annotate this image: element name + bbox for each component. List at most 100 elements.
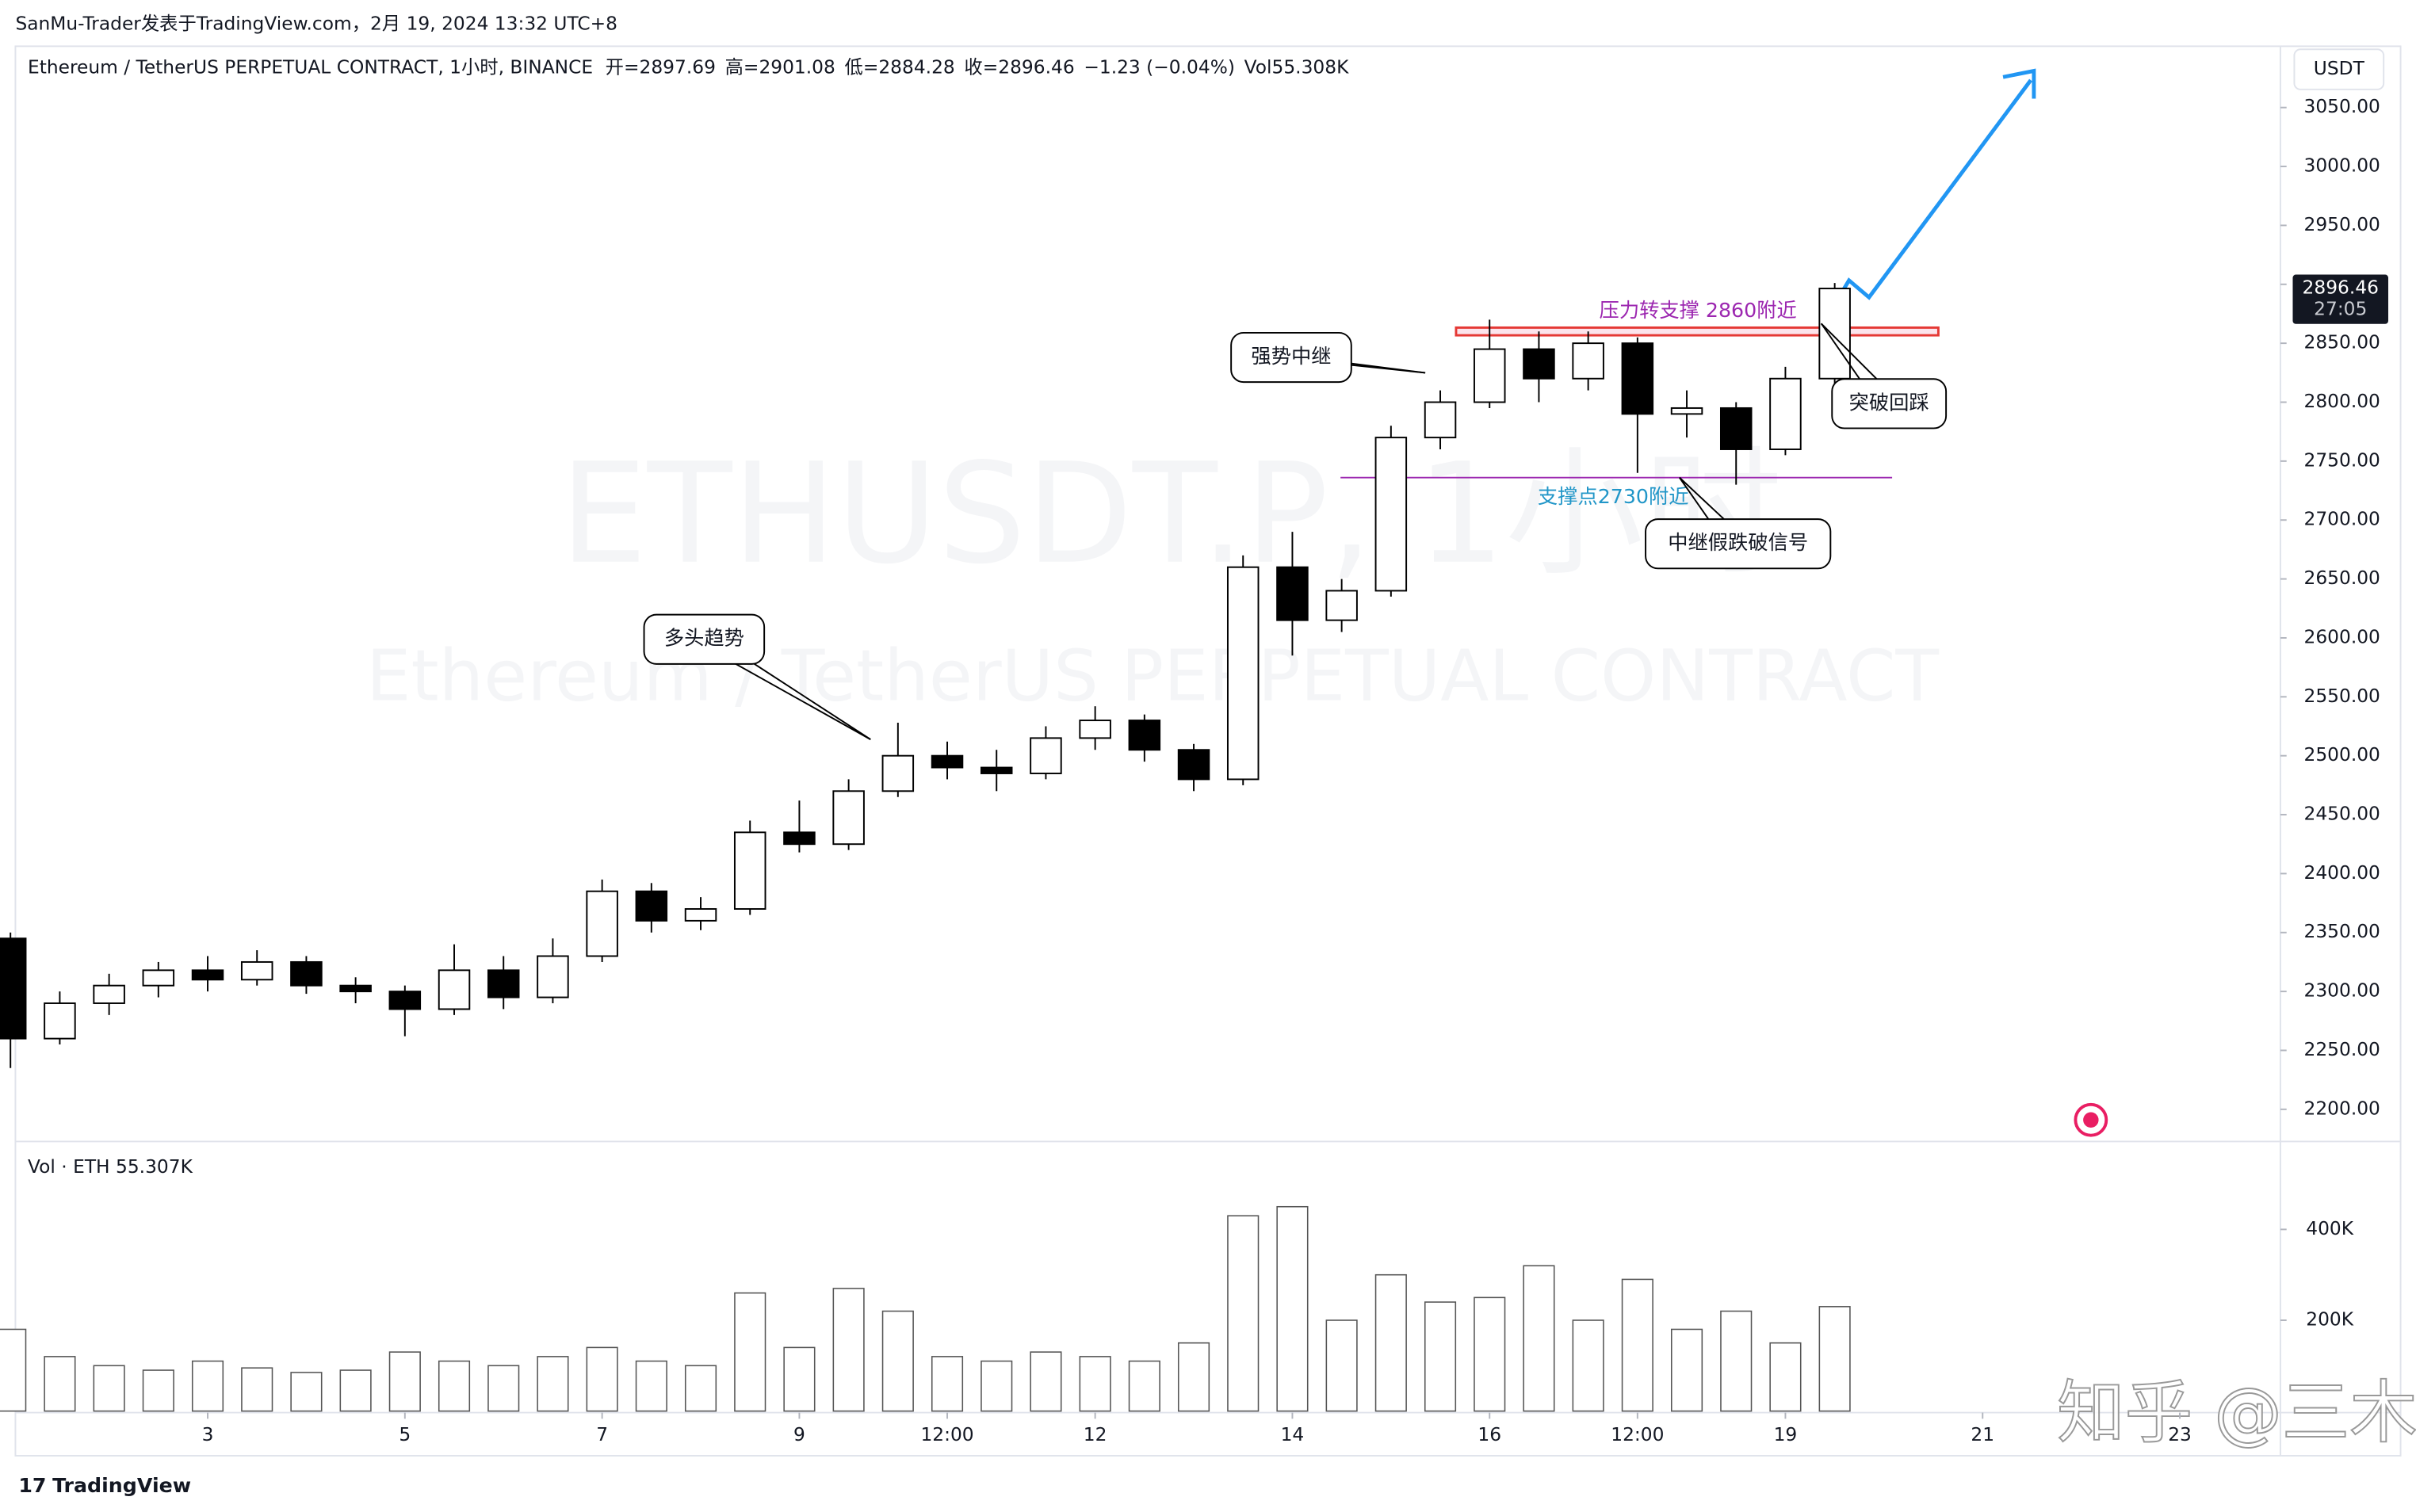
x-tick-label: 3 — [202, 1424, 214, 1445]
volume-bar — [1276, 1205, 1309, 1412]
candle-body — [832, 790, 865, 846]
support-label: 支撑点2730附近 — [1538, 485, 1689, 508]
volume-bar — [684, 1365, 717, 1412]
volume-bar — [1424, 1301, 1457, 1412]
candle-body — [1818, 288, 1851, 380]
brand-logo: 17 — [18, 1474, 46, 1497]
brand: TradingView — [52, 1474, 191, 1497]
candle-body — [931, 754, 964, 769]
candle-body — [191, 969, 224, 981]
volume-bar — [832, 1288, 865, 1412]
x-tick-label: 21 — [1971, 1424, 1994, 1445]
change: −1.23 (−0.04%) — [1084, 56, 1235, 78]
callout-box — [1831, 378, 1948, 430]
volume-label: Vol · ETH 55.307K — [28, 1156, 193, 1178]
candle-body — [1079, 720, 1111, 739]
volume-bar — [635, 1360, 667, 1412]
y-tick-label: 3000.00 — [2303, 155, 2380, 177]
volume-bar — [1227, 1215, 1260, 1412]
candle-body — [1769, 377, 1802, 450]
y-tick-label: 2600.00 — [2303, 626, 2380, 647]
countdown: 27:05 — [2314, 299, 2367, 320]
volume-bar — [1474, 1296, 1506, 1412]
x-tick-label: 12:00 — [920, 1424, 973, 1445]
x-tick-label: 12 — [1084, 1424, 1107, 1445]
candle-body — [537, 955, 569, 998]
volume-bar — [44, 1356, 76, 1412]
candle-body — [339, 984, 372, 993]
volume-bar — [931, 1356, 964, 1412]
candle-body — [783, 831, 816, 846]
volume-bar — [1325, 1319, 1358, 1412]
candle-body — [1572, 342, 1604, 380]
volume-bar — [487, 1365, 520, 1412]
symbol-line: Ethereum / TetherUS PERPETUAL CONTRACT, … — [28, 56, 1349, 78]
candle-body — [388, 991, 422, 1010]
volume-bar — [388, 1351, 421, 1412]
y-tick-label: 2850.00 — [2303, 332, 2380, 353]
y-tick-label: 2350.00 — [2303, 921, 2380, 942]
candle-body — [1424, 401, 1457, 439]
volume-bar — [881, 1310, 914, 1412]
volume-bar — [1177, 1342, 1210, 1412]
callout-box — [643, 613, 766, 665]
x-tick-label: 14 — [1281, 1424, 1305, 1445]
volume-bar — [1030, 1351, 1062, 1412]
low: 低=2884.28 — [845, 56, 955, 78]
y-tick-label: 2800.00 — [2303, 391, 2380, 412]
volume-bar — [241, 1367, 273, 1412]
forecast-arrow — [1829, 78, 2032, 312]
resistance-level — [1455, 326, 1940, 337]
candle-body — [1374, 437, 1408, 592]
byline: SanMu-Trader发表于TradingView.com，2月 19, 20… — [15, 13, 617, 35]
y-tick-label: 2200.00 — [2303, 1098, 2380, 1119]
y-tick-label: 2400.00 — [2303, 862, 2380, 884]
currency-button[interactable] — [2293, 48, 2385, 90]
candle-body — [1030, 737, 1062, 774]
callout-text: 突破回踩 — [1849, 391, 1929, 414]
volume-bar — [537, 1356, 569, 1412]
y-tick-label: 3050.00 — [2303, 96, 2380, 117]
volume-bar — [586, 1346, 618, 1412]
y-tick-label: 2650.00 — [2303, 567, 2380, 589]
y-tick-label: 2250.00 — [2303, 1039, 2380, 1060]
volume-bar — [1670, 1328, 1703, 1412]
callout-text: 多头趋势 — [664, 627, 744, 650]
candle-body — [0, 937, 27, 1040]
candle-body — [1325, 590, 1358, 621]
volume-bar — [783, 1346, 816, 1412]
forecast-arrowhead — [2002, 68, 2036, 99]
candle-body — [881, 754, 915, 792]
candle-body — [240, 960, 273, 981]
event-flag-dot — [2083, 1112, 2099, 1128]
callout-box — [1230, 331, 1352, 384]
currency[interactable]: USDT — [2314, 58, 2365, 79]
candle-body — [980, 766, 1013, 774]
volume-bar — [734, 1292, 766, 1412]
volume-bar — [1769, 1342, 1802, 1412]
candle-body — [1276, 566, 1309, 621]
candle-body — [487, 969, 520, 998]
candle-body — [1128, 720, 1161, 751]
symbol: Ethereum / TetherUS PERPETUAL CONTRACT, … — [28, 56, 593, 78]
candle-body — [1523, 348, 1555, 380]
last-price: 2896.46 — [2303, 277, 2379, 299]
candle-body — [733, 831, 766, 910]
y-tick-label: 2550.00 — [2303, 685, 2380, 707]
candle-body — [1473, 348, 1506, 403]
last-price-box — [2292, 274, 2389, 324]
candle-body — [142, 969, 175, 987]
callout-box — [1645, 518, 1832, 570]
callout-text: 中继假跌破信号 — [1668, 531, 1808, 554]
volume-bar — [1374, 1273, 1407, 1412]
candle-body — [1177, 749, 1210, 781]
chart-frame — [14, 45, 2402, 1457]
volume-tick-label: 200K — [2306, 1309, 2353, 1331]
volume-bar — [1572, 1319, 1604, 1412]
y-tick-label: 2450.00 — [2303, 804, 2380, 825]
volume-bar — [438, 1360, 471, 1412]
resistance-label: 压力转支撑 2860附近 — [1600, 299, 1797, 322]
